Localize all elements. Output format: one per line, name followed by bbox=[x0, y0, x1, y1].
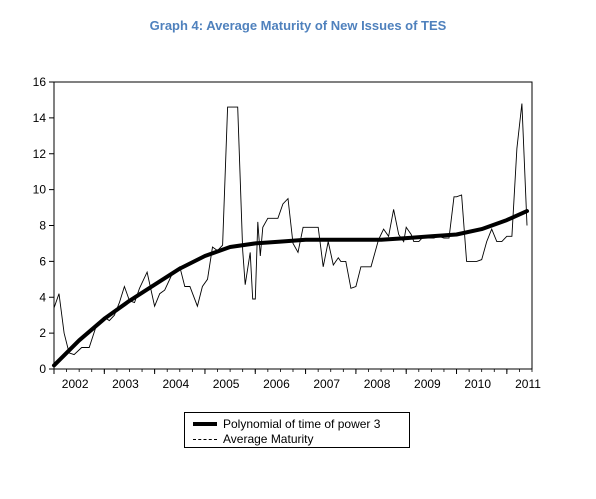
series-line-polynomial bbox=[52, 209, 529, 368]
y-tick-label: 6 bbox=[39, 254, 46, 268]
x-tick-label: 2003 bbox=[112, 377, 139, 391]
legend-item-polynomial: Polynomial of time of power 3 bbox=[193, 417, 380, 431]
chart-legend: Polynomial of time of power 3 Average Ma… bbox=[184, 412, 410, 448]
y-tick-label: 2 bbox=[39, 326, 46, 340]
y-tick-label: 8 bbox=[39, 219, 46, 233]
x-tick-label: 2011 bbox=[515, 377, 541, 391]
x-tick-label: 2002 bbox=[62, 377, 89, 391]
x-tick-label: 2010 bbox=[464, 377, 491, 391]
plot-frame bbox=[53, 81, 533, 370]
y-tick-label: 14 bbox=[33, 111, 47, 125]
x-tick-label: 2008 bbox=[364, 377, 391, 391]
y-tick-label: 10 bbox=[33, 183, 47, 197]
legend-label-average-maturity: Average Maturity bbox=[223, 432, 314, 446]
legend-item-average-maturity: Average Maturity bbox=[193, 432, 314, 446]
y-tick-label: 4 bbox=[39, 290, 46, 304]
x-tick-label: 2004 bbox=[162, 377, 189, 391]
y-tick-label: 16 bbox=[33, 75, 47, 89]
x-tick-label: 2007 bbox=[313, 377, 340, 391]
x-tick-label: 2009 bbox=[414, 377, 441, 391]
series-line-average-maturity bbox=[53, 103, 528, 356]
x-axis: 2002 2003 2004 2005 2006 2007 2008 2009 2010 2011 bbox=[53, 369, 541, 391]
legend-swatch-solid bbox=[193, 422, 217, 426]
x-tick-label: 2005 bbox=[213, 377, 240, 391]
chart-title: Graph 4: Average Maturity of New Issues … bbox=[149, 18, 447, 33]
series-layer bbox=[52, 103, 529, 368]
y-axis: 0 2 4 6 8 10 12 14 16 bbox=[33, 75, 54, 376]
legend-swatch-dashed bbox=[193, 438, 217, 440]
y-tick-label: 12 bbox=[33, 147, 47, 161]
x-tick-label: 2006 bbox=[263, 377, 290, 391]
legend-label-polynomial: Polynomial of time of power 3 bbox=[223, 417, 381, 431]
y-tick-label: 0 bbox=[39, 362, 46, 376]
